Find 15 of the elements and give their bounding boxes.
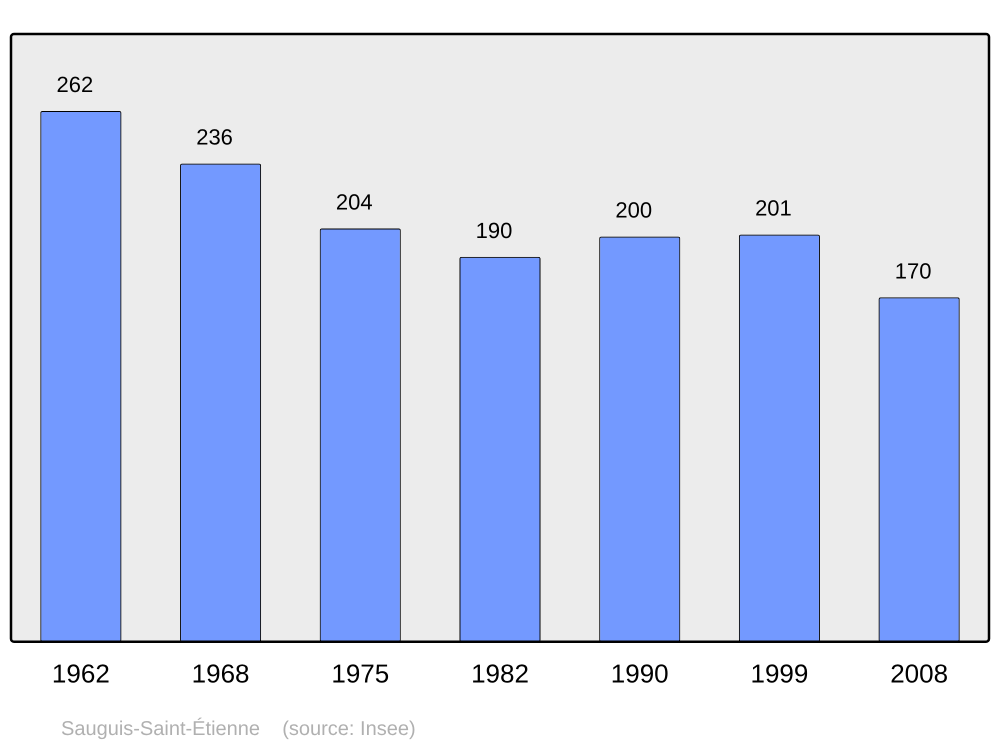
data-label: 262 [56,72,94,98]
data-label: 170 [894,258,932,284]
x-tick-label: 2008 [890,658,948,689]
data-label: 204 [336,190,373,215]
text: Sauguis-Saint-Étienne (source: Insee) [61,718,416,741]
x-tick-label: 1990 [610,658,669,689]
x-tick-label: 1968 [192,658,250,689]
x-tick-label: 1999 [750,658,808,689]
x-tick-label: 1962 [52,658,110,689]
x-tick-label: 1975 [331,658,390,689]
data-label: 201 [755,196,792,221]
data-label: 190 [476,218,512,243]
x-tick-label: 1982 [471,658,529,689]
data-label: 200 [615,198,652,223]
data-label: 236 [196,124,233,150]
